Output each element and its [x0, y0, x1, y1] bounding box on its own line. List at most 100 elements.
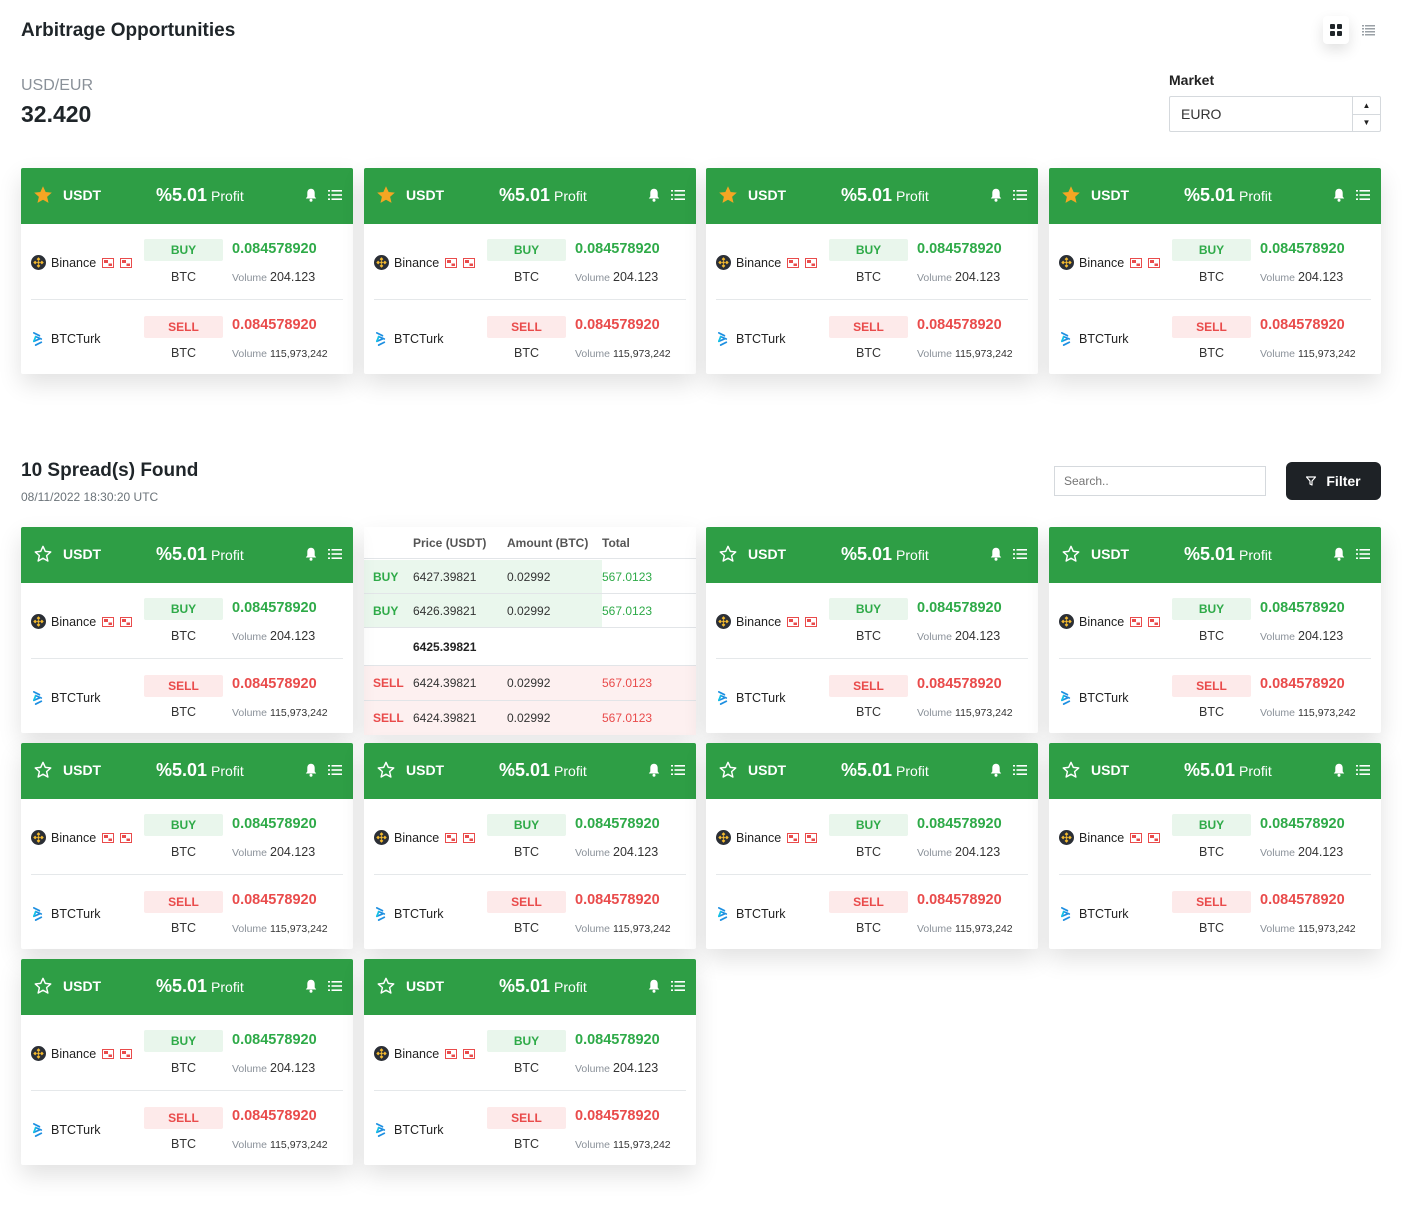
exchange-btcturk[interactable]: BTCTurk — [31, 331, 101, 346]
exchange-btcturk[interactable]: BTCTurk — [374, 1122, 444, 1137]
arbitrage-card[interactable]: USDT %5.01 Profit Binance BUY 0.084578920… — [706, 168, 1038, 374]
search-input[interactable] — [1054, 466, 1266, 496]
step-down-icon[interactable]: ▼ — [1362, 118, 1371, 128]
star-icon[interactable] — [719, 545, 737, 563]
exchange-btcturk[interactable]: BTCTurk — [716, 331, 786, 346]
arbitrage-card[interactable]: USDT %5.01 Profit Binance BUY 0.084578920… — [364, 959, 696, 1165]
exchange-binance[interactable]: Binance — [716, 830, 818, 845]
star-icon[interactable] — [1062, 545, 1080, 563]
bell-icon[interactable] — [305, 547, 317, 561]
exchange-btcturk[interactable]: BTCTurk — [374, 331, 444, 346]
orderbook-row[interactable]: BUY 6426.39821 0.02992 567.0123 — [364, 594, 696, 628]
step-up-icon[interactable]: ▲ — [1353, 97, 1380, 115]
list-view-button[interactable] — [1355, 16, 1381, 44]
filter-button[interactable]: Filter — [1286, 462, 1381, 500]
exchange-binance[interactable]: Binance — [31, 255, 133, 270]
exchange-binance[interactable]: Binance — [716, 255, 818, 270]
bell-icon[interactable] — [305, 188, 317, 202]
menu-icon[interactable] — [328, 980, 342, 992]
bell-icon[interactable] — [648, 188, 660, 202]
bell-icon[interactable] — [1333, 547, 1345, 561]
grid-view-button[interactable] — [1323, 16, 1349, 44]
ob-price: 6427.39821 — [413, 570, 477, 584]
menu-icon[interactable] — [1356, 548, 1370, 560]
menu-icon[interactable] — [671, 764, 685, 776]
arbitrage-card[interactable]: USDT %5.01 Profit Binance BUY 0.084578920… — [1049, 168, 1381, 374]
orderbook-row[interactable]: SELL 6424.39821 0.02992 567.0123 — [364, 701, 696, 735]
profit-value: %5.01 — [841, 544, 893, 564]
star-icon[interactable] — [377, 186, 395, 204]
orderbook-row[interactable]: SELL 6424.39821 0.02992 567.0123 — [364, 666, 696, 700]
bell-icon[interactable] — [305, 763, 317, 777]
bell-icon[interactable] — [648, 979, 660, 993]
star-icon[interactable] — [34, 977, 52, 995]
star-icon[interactable] — [377, 761, 395, 779]
arbitrage-card[interactable]: USDT %5.01 Profit Binance BUY 0.084578920… — [364, 168, 696, 374]
star-icon[interactable] — [34, 545, 52, 563]
star-icon[interactable] — [719, 761, 737, 779]
star-icon[interactable] — [1062, 186, 1080, 204]
menu-icon[interactable] — [1013, 548, 1027, 560]
buy-row: Binance BUY 0.084578920 BTC Volume 204.12… — [716, 224, 1028, 300]
bell-icon[interactable] — [1333, 188, 1345, 202]
exchange-btcturk[interactable]: BTCTurk — [374, 906, 444, 921]
menu-icon[interactable] — [1013, 764, 1027, 776]
menu-icon[interactable] — [328, 548, 342, 560]
exchange-btcturk[interactable]: BTCTurk — [716, 690, 786, 705]
star-icon[interactable] — [34, 186, 52, 204]
arbitrage-card[interactable]: USDT %5.01 Profit Binance BUY 0.084578920… — [21, 527, 353, 733]
menu-icon[interactable] — [1356, 189, 1370, 201]
menu-icon[interactable] — [328, 189, 342, 201]
exchange-name: Binance — [51, 1046, 97, 1061]
bell-icon[interactable] — [305, 979, 317, 993]
exchange-binance[interactable]: Binance — [31, 1046, 133, 1061]
binance-logo-icon — [374, 1046, 389, 1061]
buy-pair: BTC — [856, 629, 881, 643]
exchange-btcturk[interactable]: BTCTurk — [31, 906, 101, 921]
bell-icon[interactable] — [990, 547, 1002, 561]
volume-label: Volume — [575, 272, 611, 284]
sell-badge: SELL — [1172, 675, 1251, 697]
star-icon[interactable] — [719, 186, 737, 204]
menu-icon[interactable] — [671, 980, 685, 992]
exchange-binance[interactable]: Binance — [374, 1046, 476, 1061]
exchange-binance[interactable]: Binance — [374, 255, 476, 270]
star-icon[interactable] — [377, 977, 395, 995]
exchange-btcturk[interactable]: BTCTurk — [1059, 906, 1129, 921]
bell-icon[interactable] — [990, 763, 1002, 777]
bell-icon[interactable] — [990, 188, 1002, 202]
exchange-binance[interactable]: Binance — [1059, 830, 1161, 845]
exchange-btcturk[interactable]: BTCTurk — [1059, 690, 1129, 705]
arbitrage-card[interactable]: USDT %5.01 Profit Binance BUY 0.084578920… — [706, 527, 1038, 733]
exchange-binance[interactable]: Binance — [31, 614, 133, 629]
exchange-binance[interactable]: Binance — [716, 614, 818, 629]
menu-icon[interactable] — [1013, 189, 1027, 201]
arbitrage-card[interactable]: USDT %5.01 Profit Binance BUY 0.084578920… — [1049, 743, 1381, 949]
bell-icon[interactable] — [648, 763, 660, 777]
exchange-binance[interactable]: Binance — [1059, 614, 1161, 629]
star-icon[interactable] — [34, 761, 52, 779]
star-icon[interactable] — [1062, 761, 1080, 779]
menu-icon[interactable] — [328, 764, 342, 776]
arbitrage-card[interactable]: USDT %5.01 Profit Binance BUY 0.084578920… — [21, 743, 353, 949]
exchange-binance[interactable]: Binance — [1059, 255, 1161, 270]
menu-icon[interactable] — [671, 189, 685, 201]
arbitrage-card[interactable]: USDT %5.01 Profit Binance BUY 0.084578920… — [706, 743, 1038, 949]
exchange-btcturk[interactable]: BTCTurk — [716, 906, 786, 921]
arbitrage-card[interactable]: USDT %5.01 Profit Binance BUY 0.084578920… — [21, 959, 353, 1165]
market-stepper[interactable]: ▲ ▼ — [1352, 97, 1380, 131]
orderbook-row[interactable]: BUY 6427.39821 0.02992 567.0123 — [364, 560, 696, 594]
arbitrage-card[interactable]: USDT %5.01 Profit Binance BUY 0.084578920… — [1049, 527, 1381, 733]
rate-value: 32.420 — [21, 101, 92, 127]
exchange-btcturk[interactable]: BTCTurk — [31, 1122, 101, 1137]
arbitrage-card[interactable]: USDT %5.01 Profit Binance BUY 0.084578920… — [21, 168, 353, 374]
menu-icon[interactable] — [1356, 764, 1370, 776]
arbitrage-card[interactable]: USDT %5.01 Profit Binance BUY 0.084578920… — [364, 743, 696, 949]
exchange-btcturk[interactable]: BTCTurk — [1059, 331, 1129, 346]
exchange-binance[interactable]: Binance — [31, 830, 133, 845]
exchange-btcturk[interactable]: BTCTurk — [31, 690, 101, 705]
exchange-binance[interactable]: Binance — [374, 830, 476, 845]
market-select[interactable]: EURO ▲ ▼ — [1169, 96, 1381, 132]
bell-icon[interactable] — [1333, 763, 1345, 777]
exchange-name: Binance — [736, 255, 782, 270]
